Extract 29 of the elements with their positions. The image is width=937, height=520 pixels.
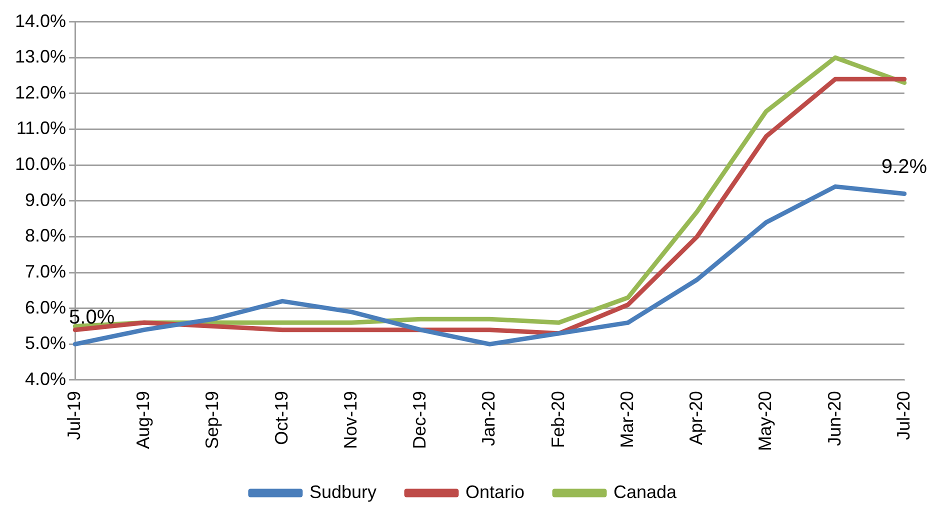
y-tick-label: 11.0% [16,118,66,138]
x-tick-label: Feb-20 [548,390,568,448]
y-tick-label: 5.0% [25,333,66,354]
y-tick-label: 12.0% [14,82,66,102]
x-tick-label: Nov-19 [340,390,360,450]
x-tick-label: May-20 [755,390,776,452]
y-tick-label: 7.0% [25,261,66,282]
legend-label: Sudbury [309,482,376,502]
x-tick-label: Oct-19 [271,390,292,446]
y-tick-label: 6.0% [25,297,66,318]
x-tick-label: Aug-19 [133,390,154,450]
annotation: 5.0% [69,306,115,329]
y-tick-label: 4.0% [25,368,66,389]
legend-label: Canada [614,482,678,502]
x-tick-label: Jul-20 [893,390,914,440]
x-tick-label: Jan-20 [478,390,499,446]
x-tick-label: Jun-20 [824,390,844,446]
y-tick-label: 14.0% [14,10,66,31]
x-tick-label: Mar-20 [616,390,637,448]
y-tick-label: 10.0% [14,154,66,174]
y-tick-label: 13.0% [14,46,66,67]
y-tick-label: 9.0% [25,190,66,210]
y-tick-label: 8.0% [25,226,66,246]
annotation: 9.2% [881,156,928,178]
x-tick-label: Sep-19 [202,390,222,450]
x-tick-label: Dec-19 [410,390,430,450]
legend-label: Ontario [465,482,525,502]
x-tick-label: Apr-20 [686,390,706,446]
x-tick-label: Jul-19 [64,390,84,440]
